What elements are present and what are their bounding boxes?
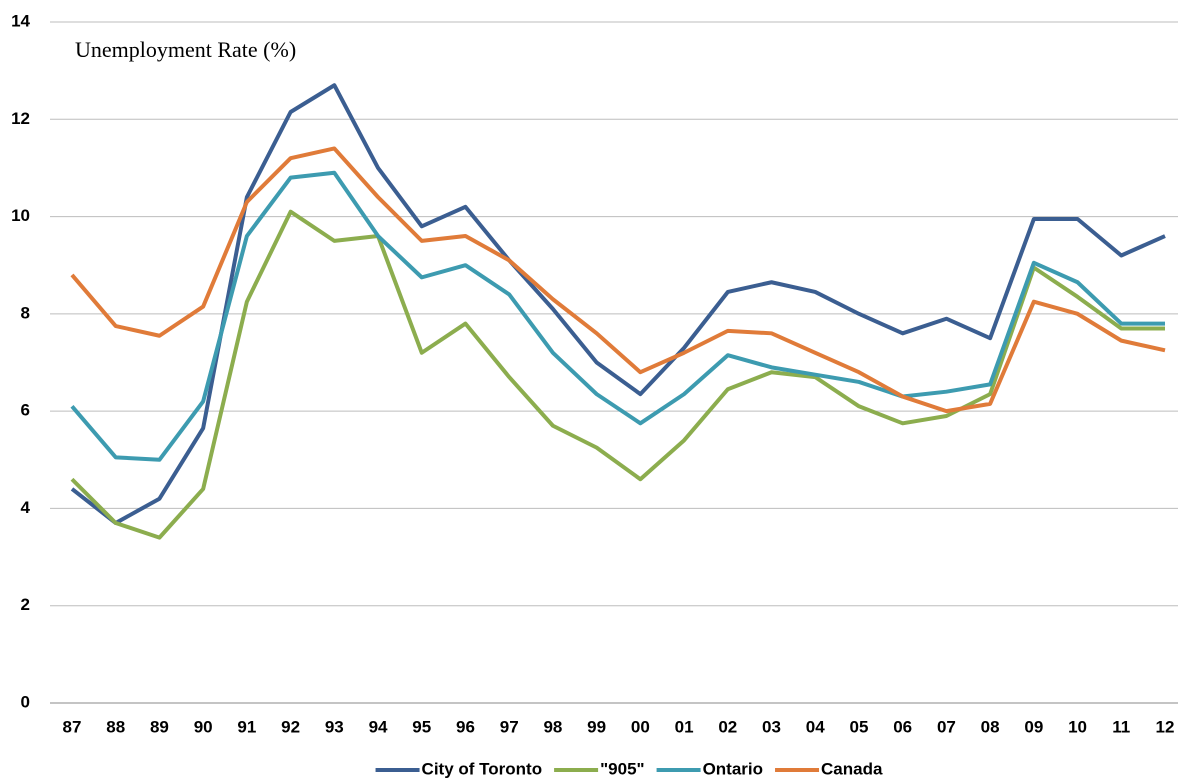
x-tick-label: 94	[369, 717, 388, 736]
x-tick-label: 04	[806, 717, 825, 736]
x-tick-label: 88	[106, 717, 125, 736]
series-line	[70, 209, 1165, 540]
legend-label: Canada	[821, 759, 883, 778]
series-line	[70, 146, 1166, 414]
x-tick-label: 98	[543, 717, 562, 736]
x-tick-label: 96	[456, 717, 475, 736]
legend-label: City of Toronto	[422, 759, 543, 778]
series-line	[70, 83, 1166, 526]
y-tick-label: 12	[11, 109, 30, 128]
y-tick-label: 6	[21, 401, 30, 420]
y-tick-label: 14	[11, 11, 30, 30]
x-tick-label: 97	[500, 717, 519, 736]
y-tick-label: 8	[21, 303, 30, 322]
legend-label: "905"	[600, 759, 644, 778]
x-tick-label: 90	[194, 717, 213, 736]
legend-label: Ontario	[703, 759, 763, 778]
x-tick-label: 09	[1024, 717, 1043, 736]
chart-title: Unemployment Rate (%)	[75, 37, 296, 62]
x-tick-label: 06	[893, 717, 912, 736]
x-tick-label: 92	[281, 717, 300, 736]
x-tick-label: 12	[1156, 717, 1175, 736]
x-tick-label: 11	[1112, 717, 1130, 736]
x-tick-label: 02	[718, 717, 737, 736]
y-tick-label: 10	[11, 206, 30, 225]
x-tick-label: 08	[981, 717, 1000, 736]
x-tick-label: 07	[937, 717, 956, 736]
x-tick-label: 01	[675, 717, 694, 736]
x-tick-label: 05	[849, 717, 868, 736]
x-tick-label: 10	[1068, 717, 1087, 736]
y-tick-label: 4	[21, 498, 31, 517]
x-tick-label: 99	[587, 717, 606, 736]
y-tick-label: 0	[21, 692, 30, 711]
x-tick-label: 95	[412, 717, 431, 736]
x-tick-label: 87	[63, 717, 82, 736]
y-tick-label: 2	[21, 595, 30, 614]
x-tick-label: 91	[237, 717, 256, 736]
x-tick-label: 89	[150, 717, 169, 736]
series-line	[70, 170, 1165, 462]
x-tick-label: 03	[762, 717, 781, 736]
x-tick-label: 00	[631, 717, 650, 736]
x-tick-label: 93	[325, 717, 344, 736]
